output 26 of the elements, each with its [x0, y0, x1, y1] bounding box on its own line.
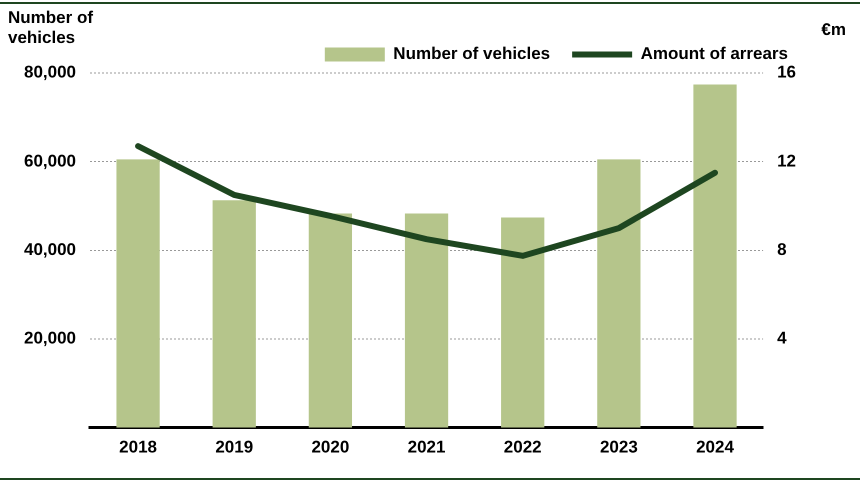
x-tick-label: 2019: [215, 437, 254, 456]
bar: [501, 218, 544, 428]
y2-tick-label: 8: [777, 240, 787, 259]
x-tick-label: 2023: [600, 437, 638, 456]
x-tick-label: 2018: [119, 437, 157, 456]
y-tick-label: 20,000: [24, 328, 76, 348]
x-tick-label: 2020: [311, 437, 350, 456]
y2-axis-title: €m: [821, 20, 846, 40]
x-tick-label: 2022: [504, 437, 542, 456]
y2-tick-label: 12: [777, 151, 796, 170]
y2-tick-label: 4: [777, 328, 788, 348]
bar: [116, 159, 160, 428]
bar: [212, 200, 256, 428]
bar: [404, 214, 448, 428]
y-tick-label: 80,000: [24, 62, 76, 82]
bar: [308, 214, 352, 428]
bar: [693, 84, 737, 428]
bar: [597, 159, 640, 428]
y-tick-label: 60,000: [24, 151, 76, 170]
y-tick-label: 40,000: [24, 240, 76, 259]
y2-tick-label: 16: [777, 62, 796, 82]
x-tick-label: 2021: [408, 437, 446, 456]
legend-label: Number of vehicles: [393, 44, 550, 64]
legend-label: Amount of arrears: [640, 44, 788, 64]
y-axis-title: Number of vehicles: [8, 8, 128, 48]
x-tick-label: 2024: [696, 437, 734, 456]
